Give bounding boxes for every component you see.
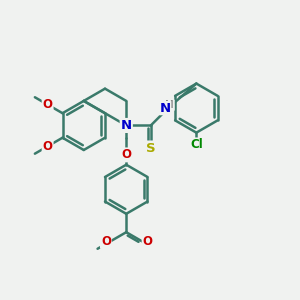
Text: H: H (166, 100, 174, 110)
Text: Cl: Cl (190, 138, 203, 152)
Text: O: O (43, 98, 52, 111)
Text: O: O (142, 235, 153, 248)
Text: O: O (121, 148, 131, 161)
Text: O: O (101, 235, 111, 248)
Text: N: N (160, 102, 171, 115)
Text: O: O (43, 140, 52, 153)
Text: N: N (121, 119, 132, 132)
Text: S: S (146, 142, 156, 154)
